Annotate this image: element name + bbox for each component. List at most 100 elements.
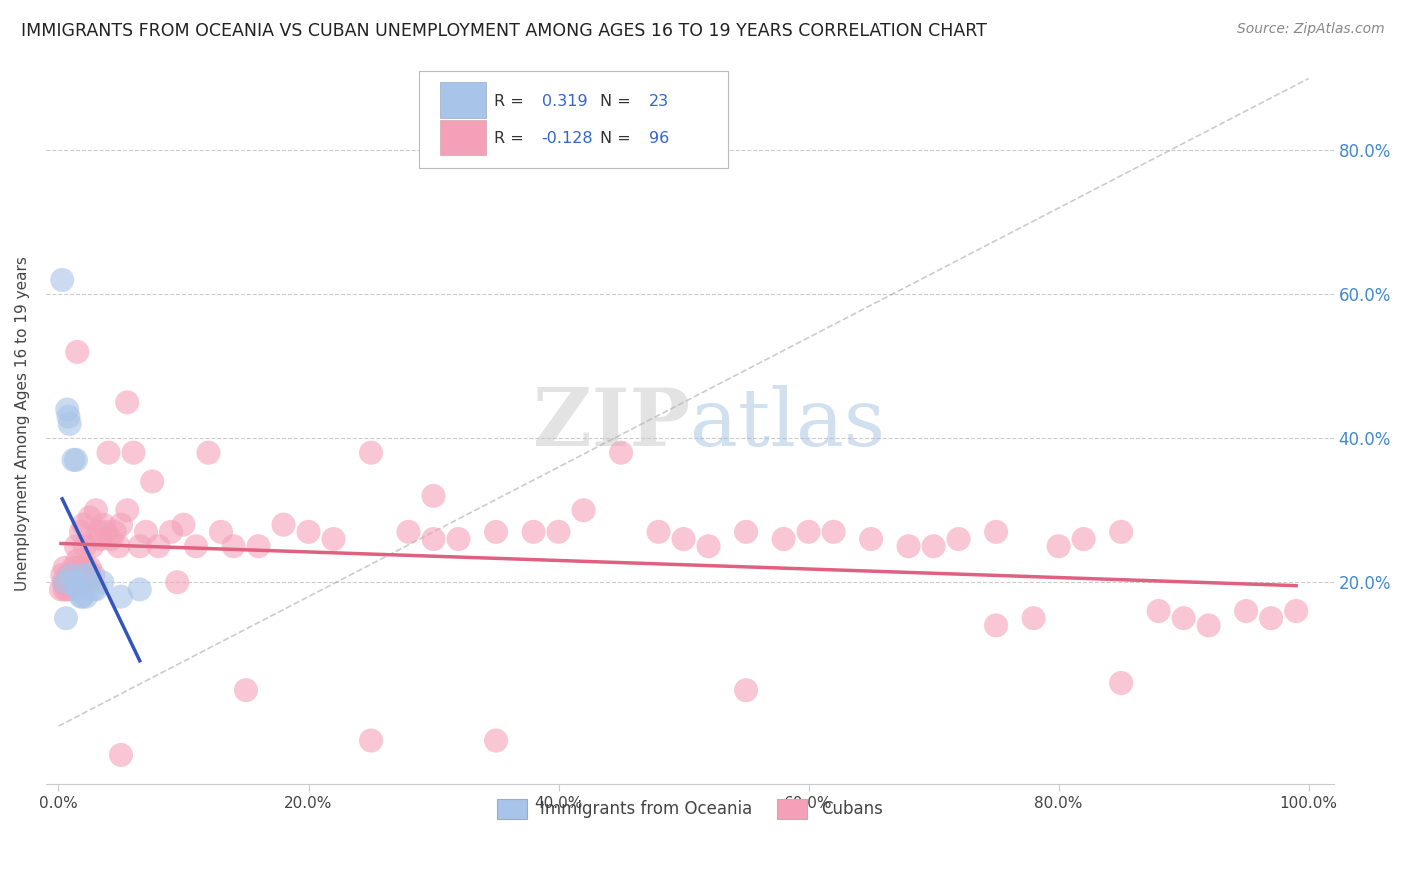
Point	[322, 532, 344, 546]
Text: ZIP: ZIP	[533, 384, 690, 463]
Point	[67, 582, 90, 597]
Point	[59, 582, 82, 597]
Point	[91, 575, 114, 590]
Point	[398, 524, 420, 539]
Point	[73, 539, 96, 553]
Point	[56, 402, 79, 417]
Point	[49, 582, 72, 597]
Point	[184, 539, 207, 553]
Point	[90, 532, 112, 546]
Point	[948, 532, 970, 546]
Point	[1147, 604, 1170, 618]
Point	[77, 575, 100, 590]
Point	[1173, 611, 1195, 625]
Point	[297, 524, 319, 539]
Text: R =: R =	[494, 95, 529, 109]
Point	[197, 445, 219, 459]
Point	[1285, 604, 1308, 618]
Point	[797, 524, 820, 539]
Point	[107, 539, 129, 553]
Point	[82, 582, 104, 597]
Point	[72, 568, 94, 582]
Text: IMMIGRANTS FROM OCEANIA VS CUBAN UNEMPLOYMENT AMONG AGES 16 TO 19 YEARS CORRELAT: IMMIGRANTS FROM OCEANIA VS CUBAN UNEMPLO…	[21, 22, 987, 40]
Point	[447, 532, 470, 546]
Point	[222, 539, 245, 553]
Point	[66, 345, 89, 359]
Point	[547, 524, 569, 539]
Point	[58, 568, 80, 582]
Point	[522, 524, 544, 539]
Point	[166, 575, 188, 590]
Point	[58, 409, 80, 424]
Point	[209, 524, 232, 539]
Point	[84, 503, 107, 517]
Point	[70, 524, 93, 539]
Point	[69, 582, 91, 597]
Point	[56, 582, 79, 597]
Text: -0.128: -0.128	[541, 130, 593, 145]
Point	[65, 453, 87, 467]
Point	[69, 561, 91, 575]
Text: Source: ZipAtlas.com: Source: ZipAtlas.com	[1237, 22, 1385, 37]
Point	[247, 539, 270, 553]
Point	[115, 503, 138, 517]
Point	[76, 568, 98, 582]
Point	[1109, 676, 1132, 690]
Point	[53, 582, 76, 597]
Point	[70, 575, 93, 590]
Point	[422, 532, 444, 546]
Point	[173, 517, 195, 532]
Point	[1073, 532, 1095, 546]
Point	[485, 524, 508, 539]
Point	[922, 539, 945, 553]
Legend: Immigrants from Oceania, Cubans: Immigrants from Oceania, Cubans	[491, 792, 890, 826]
Point	[79, 510, 101, 524]
Text: N =: N =	[600, 95, 636, 109]
Point	[1109, 524, 1132, 539]
Point	[735, 524, 758, 539]
Y-axis label: Unemployment Among Ages 16 to 19 years: Unemployment Among Ages 16 to 19 years	[15, 257, 30, 591]
Point	[59, 568, 82, 582]
Point	[75, 561, 97, 575]
Text: N =: N =	[600, 130, 636, 145]
Point	[735, 683, 758, 698]
Point	[66, 575, 89, 590]
Point	[75, 590, 97, 604]
Point	[160, 524, 183, 539]
Point	[60, 575, 83, 590]
Text: 96: 96	[648, 130, 669, 145]
Point	[422, 489, 444, 503]
Point	[52, 575, 75, 590]
Point	[360, 733, 382, 747]
Point	[823, 524, 845, 539]
Point	[67, 568, 90, 582]
Point	[135, 524, 157, 539]
Point	[70, 590, 93, 604]
Point	[860, 532, 883, 546]
Text: 0.319: 0.319	[541, 95, 588, 109]
Text: 23: 23	[648, 95, 669, 109]
Point	[647, 524, 669, 539]
Point	[128, 539, 150, 553]
Point	[572, 503, 595, 517]
Point	[100, 532, 122, 546]
Point	[70, 590, 93, 604]
Point	[485, 733, 508, 747]
Point	[273, 517, 295, 532]
Point	[82, 539, 104, 553]
Point	[1234, 604, 1257, 618]
Point	[897, 539, 920, 553]
Point	[79, 568, 101, 582]
FancyBboxPatch shape	[440, 82, 486, 118]
Point	[110, 747, 132, 762]
Point	[610, 445, 633, 459]
Point	[53, 575, 76, 590]
Point	[59, 575, 82, 590]
Text: R =: R =	[494, 130, 529, 145]
Point	[360, 445, 382, 459]
Point	[51, 568, 73, 582]
Point	[104, 524, 127, 539]
Point	[984, 524, 1007, 539]
Point	[94, 524, 117, 539]
Point	[672, 532, 695, 546]
